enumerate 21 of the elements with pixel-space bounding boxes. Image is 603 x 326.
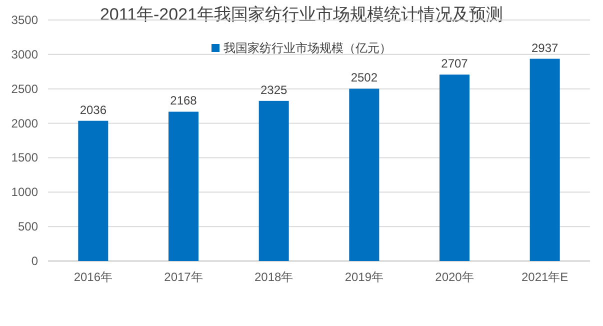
y-tick-label: 3500 bbox=[11, 13, 38, 27]
data-label: 2707 bbox=[441, 56, 468, 71]
data-label: 2937 bbox=[531, 40, 559, 55]
legend-label: 我国家纺行业市场规模（亿元） bbox=[224, 41, 392, 55]
x-tick-label: 2016年 bbox=[74, 270, 113, 284]
y-tick-label: 1000 bbox=[11, 185, 38, 200]
x-tick-label: 2017年 bbox=[164, 270, 203, 284]
y-tick-label: 3000 bbox=[11, 47, 38, 62]
x-tick-label: 2020年 bbox=[435, 270, 474, 284]
data-label: 2502 bbox=[350, 70, 378, 85]
y-tick-label: 0 bbox=[31, 254, 38, 268]
x-tick-label: 2019年 bbox=[344, 270, 384, 284]
y-tick-label: 1500 bbox=[11, 150, 38, 165]
y-tick-label: 2000 bbox=[11, 116, 38, 130]
data-label: 2036 bbox=[80, 102, 107, 117]
x-tick-label: 2021年E bbox=[521, 270, 568, 284]
x-tick-label: 2018年 bbox=[254, 270, 294, 284]
data-label: 2325 bbox=[260, 82, 288, 97]
data-label: 2168 bbox=[170, 94, 198, 108]
y-tick-label: 500 bbox=[18, 220, 38, 234]
y-tick-label: 2500 bbox=[11, 82, 38, 96]
